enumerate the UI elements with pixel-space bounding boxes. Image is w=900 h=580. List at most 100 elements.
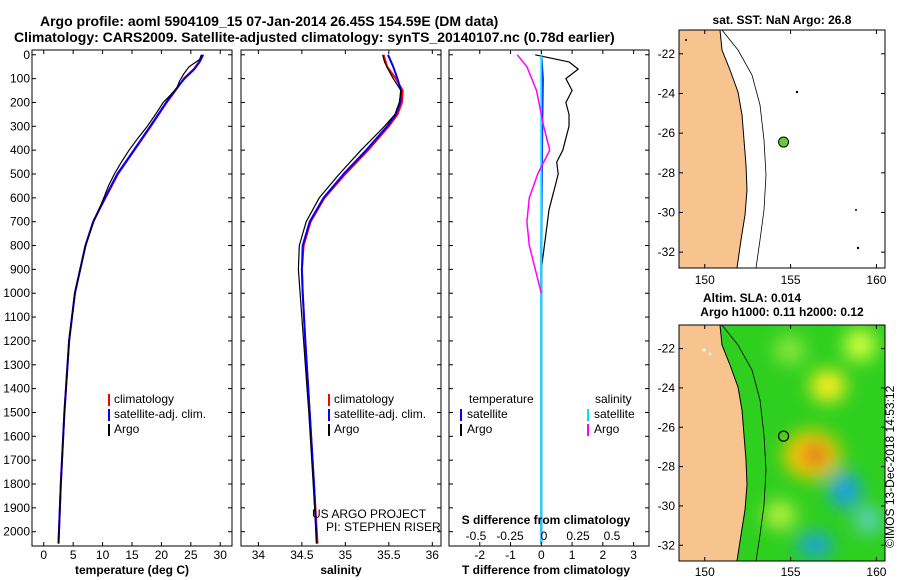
map-y-tick-label: -24 xyxy=(658,381,676,395)
title-line-1: Argo profile: aoml 5904109_15 07-Jan-201… xyxy=(40,13,498,29)
sla-anomaly xyxy=(801,442,829,468)
sst-map-ticks: 150 155 160 -22 -24 -26 -28 -30 -32 xyxy=(658,30,887,287)
legend-label-t-satellite: satellite xyxy=(467,407,508,421)
map-y-tick-label: -28 xyxy=(658,460,676,474)
depth-tick-label: 400 xyxy=(10,143,30,157)
map-y-tick-label: -24 xyxy=(658,86,676,100)
depth-tick-label: 1500 xyxy=(3,405,30,419)
x-tick-label: -2 xyxy=(474,548,485,562)
x-tick-label: 34.5 xyxy=(290,548,314,562)
top-x-tick-label: -0.5 xyxy=(466,529,487,543)
sla-map-title-2: Argo h1000: 0.11 h2000: 0.12 xyxy=(700,305,864,319)
map-x-tick-label: 150 xyxy=(695,565,715,579)
footer-credit: ©IMOS 13-Dec-2018 14:53:12 xyxy=(883,385,897,548)
map-y-tick-label: -26 xyxy=(658,420,676,434)
top-x-tick-label: 0.5 xyxy=(604,529,621,543)
x-tick-label: 35 xyxy=(339,548,353,562)
depth-tick-label: 1300 xyxy=(3,358,30,372)
island xyxy=(795,90,799,94)
depth-tick-label: 1200 xyxy=(3,334,30,348)
sla-anomaly xyxy=(797,533,833,557)
map-x-tick-label: 155 xyxy=(781,565,801,579)
x-tick-label: 34 xyxy=(252,548,266,562)
series-line xyxy=(535,54,579,532)
sla-anomaly xyxy=(810,370,846,402)
island xyxy=(856,246,860,250)
depth-axis: 0 100 200 300 400 500 600 700 800 900 1000 1100 1200… xyxy=(3,48,649,539)
map-x-tick-label: 160 xyxy=(866,273,886,287)
difference-xlabel: T difference from climatology xyxy=(462,563,630,577)
map-y-tick-label: -28 xyxy=(658,166,676,180)
difference-legend: temperature satellite Argo salinity sate… xyxy=(460,392,635,436)
depth-tick-label: 2000 xyxy=(3,525,30,539)
sla-map-ticks: 150 155 160 -22 -24 -26 -28 -30 -32 xyxy=(658,325,887,579)
australia-land xyxy=(679,325,748,561)
temperature-legend: climatology satellite-adj. clim. Argo xyxy=(108,392,206,436)
legend-label-s-satellite: satellite xyxy=(594,407,635,421)
sla-anomaly xyxy=(844,329,876,361)
island xyxy=(855,209,857,211)
island xyxy=(702,348,706,352)
map-x-tick-label: 150 xyxy=(695,273,715,287)
x-tick-label: 2 xyxy=(600,548,607,562)
temperature-axes xyxy=(31,49,233,547)
depth-tick-label: 800 xyxy=(10,239,30,253)
island xyxy=(708,352,712,356)
depth-tick-label: 900 xyxy=(10,262,30,276)
legend-title-temperature: temperature xyxy=(469,392,534,406)
map-x-tick-label: 160 xyxy=(866,565,886,579)
sla-map-content xyxy=(679,325,885,561)
series-line xyxy=(516,54,551,294)
difference-top-xlabel: S difference from climatology xyxy=(462,513,631,527)
sla-anomaly xyxy=(774,336,806,364)
depth-tick-label: 1100 xyxy=(4,310,30,324)
sla-map-frame xyxy=(678,324,886,562)
series-line xyxy=(297,54,402,544)
depth-tick-label: 1400 xyxy=(3,382,30,396)
depth-tick-label: 200 xyxy=(10,95,30,109)
salinity-legend: climatology satellite-adj. clim. Argo US… xyxy=(312,392,441,534)
x-tick-label: 35.5 xyxy=(377,548,401,562)
legend-label-climatology: climatology xyxy=(114,392,174,406)
x-tick-label: 20 xyxy=(155,548,169,562)
depth-tick-label: 1600 xyxy=(3,429,30,443)
depth-tick-label: 1800 xyxy=(3,477,30,491)
legend-label-argo: Argo xyxy=(334,422,360,436)
legend-label-t-argo: Argo xyxy=(467,422,493,436)
map-y-tick-label: -26 xyxy=(658,126,676,140)
map-y-tick-label: -22 xyxy=(658,47,676,61)
map-y-tick-label: -32 xyxy=(658,538,676,552)
island xyxy=(685,39,687,41)
salinity-series xyxy=(297,54,404,544)
depth-tick-label: 100 xyxy=(10,72,30,86)
depth-tick-label: 600 xyxy=(10,191,30,205)
top-x-tick-label: -0.25 xyxy=(496,529,524,543)
x-tick-label: 0 xyxy=(40,548,47,562)
depth-tick-label: 1000 xyxy=(3,286,30,300)
float-position-marker xyxy=(777,430,790,442)
map-y-tick-label: -22 xyxy=(658,342,676,356)
legend-label-s-argo: Argo xyxy=(594,422,620,436)
x-tick-label: 15 xyxy=(125,548,139,562)
map-y-tick-label: -32 xyxy=(658,245,676,259)
x-tick-label: 25 xyxy=(184,548,198,562)
depth-tick-label: 300 xyxy=(10,119,30,133)
x-tick-label: 10 xyxy=(96,548,110,562)
float-position-marker xyxy=(778,136,790,148)
shelf-contour xyxy=(721,30,767,268)
map-x-tick-label: 155 xyxy=(781,273,801,287)
map-y-tick-label: -30 xyxy=(658,205,676,219)
legend-label-satellite: satellite-adj. clim. xyxy=(114,407,206,421)
salinity-xlabel: salinity xyxy=(320,563,362,577)
x-tick-label: 5 xyxy=(70,548,77,562)
legend-label-argo: Argo xyxy=(114,422,140,436)
difference-series xyxy=(516,50,579,546)
sst-map-content xyxy=(679,30,860,268)
top-x-tick-label: 0.25 xyxy=(566,529,590,543)
credit-line-1: US ARGO PROJECT xyxy=(312,507,427,521)
depth-tick-label: 1700 xyxy=(3,453,30,467)
title-line-2: Climatology: CARS2009. Satellite-adjuste… xyxy=(14,29,615,45)
temperature-series xyxy=(57,54,205,544)
x-tick-label: 3 xyxy=(630,548,637,562)
